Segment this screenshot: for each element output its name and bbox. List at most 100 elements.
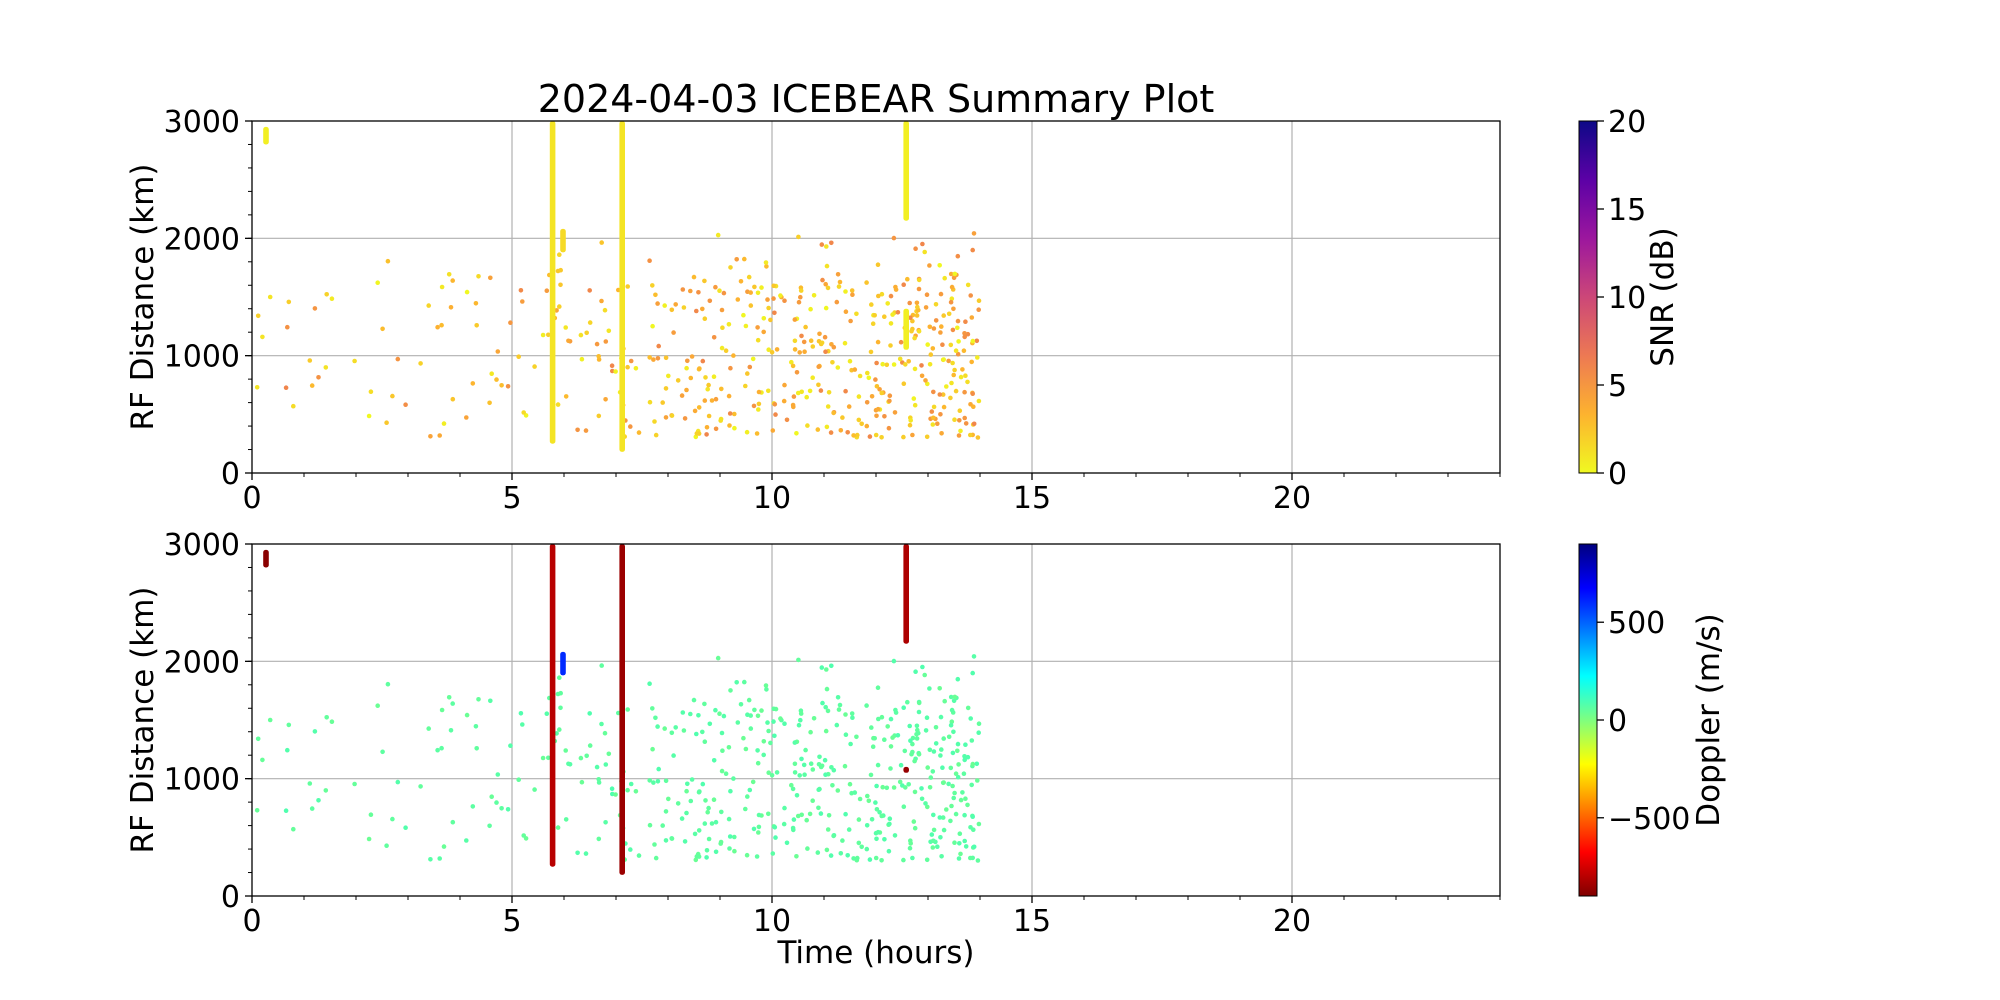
- data-point: [603, 339, 609, 344]
- data-point: [516, 777, 521, 782]
- data-point: [913, 669, 918, 674]
- data-point: [555, 825, 561, 830]
- data-point: [518, 288, 524, 293]
- data-point: [933, 741, 939, 746]
- data-point: [912, 789, 918, 795]
- data-point: [810, 798, 815, 803]
- data-point: [476, 274, 481, 279]
- data-point: [439, 284, 445, 290]
- data-point: [855, 855, 860, 861]
- data-point: [950, 327, 956, 333]
- data-point: [920, 664, 925, 670]
- data-point: [692, 831, 698, 837]
- data-point: [366, 413, 372, 419]
- data-point: [840, 415, 845, 420]
- data-point: [804, 817, 809, 823]
- data-point: [470, 381, 476, 386]
- data-point: [802, 772, 807, 777]
- data-point: [912, 402, 918, 408]
- data-point: [807, 388, 813, 394]
- data-point: [792, 317, 798, 322]
- data-point: [743, 383, 748, 389]
- data-point: [368, 389, 374, 395]
- data-point: [808, 338, 814, 344]
- data-point: [931, 404, 937, 410]
- data-point: [819, 763, 825, 769]
- data-point: [835, 695, 841, 700]
- data-point: [390, 816, 395, 822]
- data-point: [773, 412, 778, 417]
- data-point: [797, 350, 802, 355]
- data-point: [711, 797, 717, 802]
- data-point: [772, 825, 778, 830]
- data-point: [652, 842, 657, 847]
- data-point: [958, 797, 964, 803]
- data-point: [852, 367, 858, 372]
- data-point: [324, 292, 330, 297]
- data-point: [489, 371, 495, 377]
- data-point: [759, 285, 764, 290]
- data-point: [949, 284, 955, 290]
- data-point: [835, 272, 841, 277]
- data-point: [938, 835, 943, 840]
- data-point: [747, 364, 753, 370]
- data-point: [970, 247, 975, 253]
- data-point: [717, 288, 722, 294]
- data-point: [375, 280, 381, 286]
- data-point: [255, 313, 261, 319]
- data-point: [705, 809, 710, 815]
- data-point: [928, 775, 934, 780]
- data-point: [726, 816, 732, 822]
- data-point: [976, 298, 982, 304]
- data-point: [791, 394, 797, 399]
- data-point: [385, 681, 391, 687]
- data-point: [428, 857, 433, 862]
- data-point: [784, 417, 790, 423]
- data-point: [754, 854, 760, 859]
- data-point: [923, 378, 928, 383]
- data-point: [955, 318, 961, 324]
- data-point: [719, 307, 725, 313]
- data-point: [811, 716, 817, 721]
- data-point: [882, 314, 887, 320]
- data-point: [473, 301, 479, 306]
- data-point: [671, 330, 676, 335]
- data-point: [948, 818, 953, 824]
- data-point: [291, 403, 296, 409]
- data-point: [656, 766, 661, 772]
- data-point: [965, 282, 971, 288]
- data-point: [949, 707, 955, 713]
- data-point: [924, 857, 930, 863]
- data-point: [558, 690, 563, 696]
- data-point: [873, 800, 878, 805]
- data-point: [831, 833, 836, 839]
- data-point: [441, 421, 447, 426]
- data-point: [955, 741, 961, 747]
- echo-streak: [560, 228, 566, 253]
- data-point: [663, 415, 669, 420]
- data-point: [625, 707, 630, 712]
- data-point: [912, 335, 917, 341]
- data-point: [897, 779, 903, 785]
- data-point: [742, 256, 747, 262]
- data-point: [316, 375, 321, 380]
- data-point: [843, 289, 848, 294]
- data-point: [750, 356, 756, 362]
- data-point: [941, 736, 946, 741]
- data-point: [781, 821, 787, 827]
- data-point: [599, 721, 604, 727]
- data-point: [418, 361, 423, 366]
- data-point: [817, 331, 822, 337]
- colorbar-tick-label: 20: [1608, 105, 1646, 140]
- data-point: [795, 390, 801, 396]
- data-point: [866, 798, 872, 804]
- data-point: [867, 434, 873, 439]
- data-point: [260, 334, 265, 340]
- data-point: [962, 334, 967, 340]
- data-point: [968, 432, 973, 438]
- data-point: [596, 413, 602, 419]
- data-point: [647, 258, 652, 264]
- data-point: [907, 422, 913, 428]
- data-point: [418, 784, 423, 789]
- data-point: [782, 805, 787, 811]
